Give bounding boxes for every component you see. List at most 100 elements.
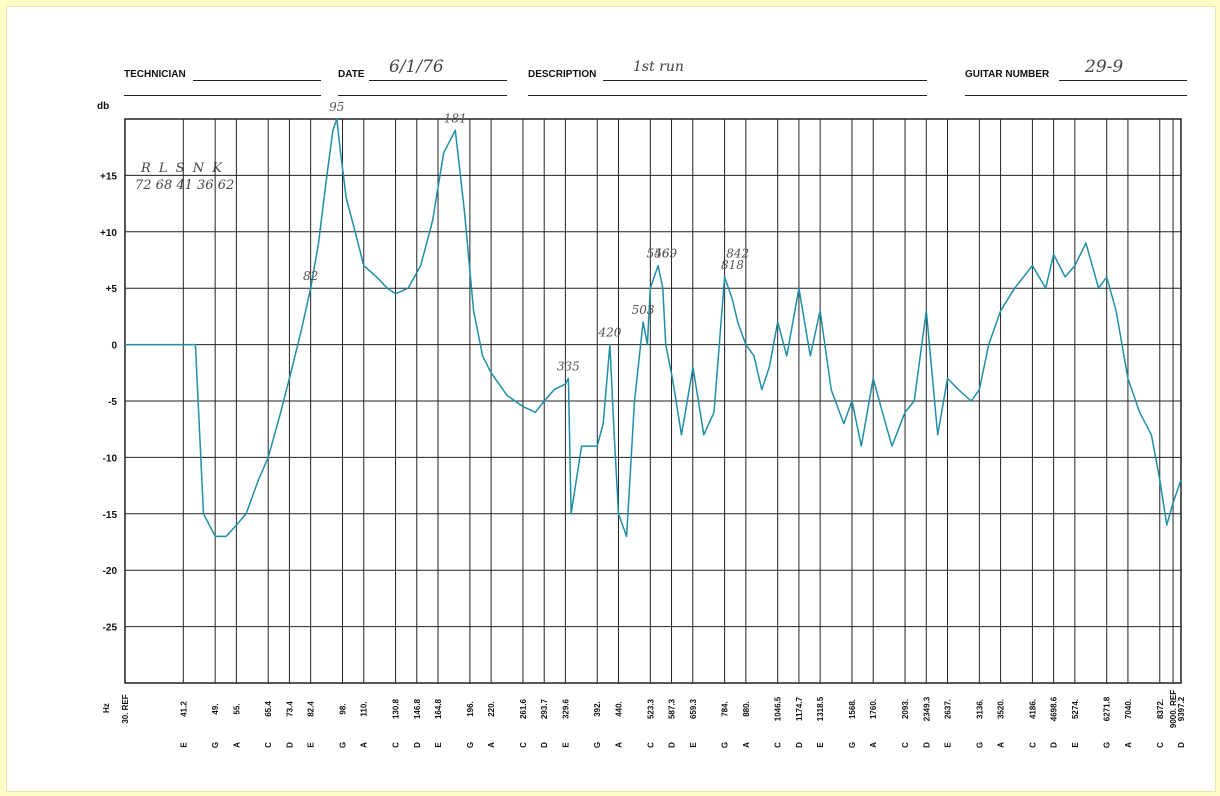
rlsnk-values-note: 72 68 41 36 62	[135, 178, 235, 193]
x-tick-label: 784.	[721, 701, 730, 717]
note-tick-label: G	[339, 742, 348, 748]
note-tick-label: E	[1071, 742, 1080, 748]
note-tick-label: D	[668, 742, 677, 748]
note-tick-label: A	[360, 742, 369, 748]
y-tick-label: +15	[100, 171, 117, 182]
description-value: 1st run	[633, 59, 684, 75]
x-tick-label: 30. REF	[121, 694, 130, 723]
x-tick-label: 4186.	[1028, 699, 1037, 719]
chart-grid	[124, 118, 1182, 684]
x-tick-label: 130.8	[392, 698, 401, 719]
x-tick-label: 2637.	[943, 699, 952, 719]
x-tick-label: 293.7	[540, 698, 549, 719]
x-tick-label: 440.	[614, 701, 623, 717]
note-tick-label: D	[285, 742, 294, 748]
guitar-number-line	[1059, 80, 1187, 81]
note-tick-label: G	[211, 742, 220, 748]
note-tick-label: C	[264, 742, 273, 748]
peak-data-label: 95	[329, 100, 344, 114]
peak-data-label: 818	[721, 258, 744, 272]
technician-label: TECHNICIAN	[124, 69, 186, 80]
description-line-2	[528, 95, 927, 96]
note-tick-label: A	[614, 742, 623, 748]
x-tick-label: 5274.	[1071, 699, 1080, 719]
note-tick-label: E	[561, 742, 570, 748]
x-tick-label: 73.4	[285, 701, 294, 717]
x-axis-label: Hz	[102, 703, 111, 713]
peak-data-label: 82	[303, 269, 318, 283]
note-tick-label: E	[689, 742, 698, 748]
x-tick-label: 98.	[339, 703, 348, 714]
y-axis: +15 +10 +5 0 -5 -10 -15 -20 -25 db	[97, 101, 117, 634]
peak-data-label: 420	[597, 326, 621, 340]
y-tick-label: +10	[100, 228, 117, 239]
x-tick-label: 2093.	[901, 699, 910, 719]
note-tick-label: D	[1177, 742, 1186, 748]
peak-data-label: 503	[632, 303, 655, 317]
x-tick-label: 49.	[211, 703, 220, 714]
note-tick-label: D	[795, 742, 804, 748]
note-tick-label: E	[816, 742, 825, 748]
rlsnk-letters-note: R L S N K	[141, 161, 224, 176]
peak-data-label: 569	[654, 247, 677, 261]
peak-data-label: 181	[444, 111, 467, 125]
frequency-response-chart: +15 +10 +5 0 -5 -10 -15 -20 -25 db 30. REF 41.2 49.…	[97, 100, 1186, 748]
note-tick-label: D	[413, 742, 422, 748]
x-tick-label: 1318.5	[816, 696, 825, 721]
x-tick-label: 3520.	[997, 699, 1006, 719]
note-tick-label: A	[869, 742, 878, 748]
x-tick-label: 329.6	[561, 698, 570, 719]
x-tick-label: 65.4	[264, 701, 273, 717]
technician-line-2	[124, 95, 321, 96]
note-tick-label: C	[901, 742, 910, 748]
x-tick-label: 3136.	[975, 699, 984, 719]
note-tick-label: E	[943, 742, 952, 748]
date-line	[369, 80, 507, 81]
note-tick-label: C	[646, 742, 655, 748]
note-tick-label: C	[392, 742, 401, 748]
technician-line	[193, 80, 321, 81]
x-tick-label: 110.	[360, 701, 369, 716]
x-tick-label: 659.3	[689, 698, 698, 719]
note-tick-label: D	[922, 742, 931, 748]
x-tick-label: 196.	[466, 701, 475, 717]
note-tick-label: A	[742, 742, 751, 748]
x-tick-label: 220.	[487, 701, 496, 717]
plot-area	[125, 118, 1182, 538]
x-tick-label: 41.2	[179, 701, 188, 717]
note-tick-label: G	[975, 742, 984, 748]
x-tick-label: 392.	[593, 701, 602, 717]
x-tick-label: 1568.	[848, 699, 857, 719]
y-tick-label: -10	[103, 453, 118, 464]
x-tick-label: 8372.	[1156, 699, 1165, 719]
y-tick-label: 0	[111, 341, 117, 352]
note-tick-label: D	[1050, 742, 1059, 748]
description-label: DESCRIPTION	[528, 69, 597, 80]
x-tick-label: 6271.8	[1103, 696, 1112, 721]
note-tick-label: A	[487, 742, 496, 748]
x-tick-label: 880.	[742, 701, 751, 717]
note-tick-label: C	[1028, 742, 1037, 748]
note-tick-label: C	[1156, 742, 1165, 748]
x-tick-label: 9397.2	[1177, 696, 1186, 721]
y-tick-label: -20	[103, 566, 118, 577]
response-trace	[125, 118, 1182, 538]
note-tick-label: A	[1124, 742, 1133, 748]
chart-sheet: TECHNICIAN DATE 6/1/76 DESCRIPTION 1st r…	[6, 6, 1216, 792]
y-tick-label: -5	[108, 397, 117, 408]
note-tick-label: A	[997, 742, 1006, 748]
x-tick-label: 1174.7	[795, 696, 804, 721]
note-tick-label: C	[774, 742, 783, 748]
x-axis: 30. REF 41.2 49. 55. 65.4 73.4 82.4 98. 110. 130.…	[102, 690, 1186, 748]
peak-data-label: 842	[726, 247, 749, 261]
note-tick-label: E	[179, 742, 188, 748]
x-tick-label: 164.8	[434, 698, 443, 719]
x-tick-label: 9000. REF	[1169, 690, 1178, 728]
x-tick-label: 587.3	[668, 698, 677, 719]
y-axis-label: db	[97, 101, 109, 112]
x-tick-label: 146.8	[413, 698, 422, 719]
peak-data-label: 546	[647, 247, 670, 261]
note-tick-label: E	[307, 742, 316, 748]
note-tick-label: C	[519, 742, 528, 748]
